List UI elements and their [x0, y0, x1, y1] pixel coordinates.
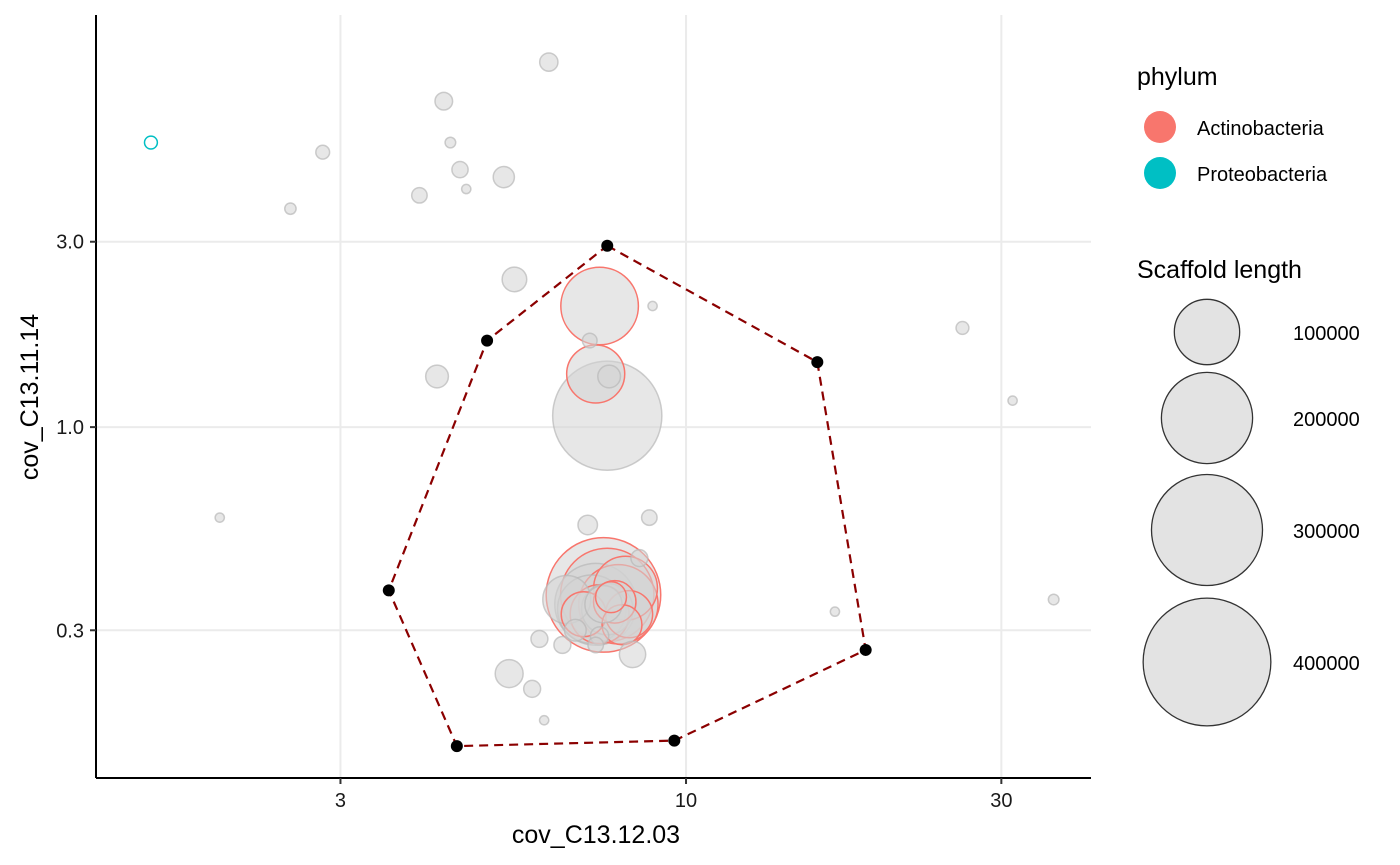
data-point	[594, 580, 628, 614]
data-point	[538, 714, 550, 726]
hull-vertex	[481, 334, 494, 347]
hull-vertex	[811, 356, 824, 369]
data-point	[460, 183, 472, 195]
legend-size-title: Scaffold length	[1137, 256, 1302, 284]
data-point	[522, 679, 542, 699]
data-point	[597, 364, 622, 389]
data-point	[501, 266, 528, 293]
data-point	[955, 320, 970, 336]
data-point	[283, 202, 297, 216]
data-point	[553, 635, 572, 655]
legend-size-key	[1150, 473, 1264, 587]
data-point	[618, 640, 647, 669]
legend-color-key	[1144, 111, 1176, 143]
data-point	[640, 509, 658, 527]
hull-vertex	[859, 643, 872, 656]
data-point	[581, 332, 598, 349]
data-point	[143, 135, 159, 150]
data-point	[410, 186, 428, 204]
axes: 3 10 30 0.3 1.0 3.0	[56, 15, 1091, 812]
data-point	[560, 266, 640, 346]
data-point	[587, 636, 605, 654]
x-tick-label: 30	[990, 790, 1012, 812]
data-point	[563, 618, 587, 642]
x-tick-label: 3	[335, 790, 346, 812]
hull-outline	[387, 244, 867, 748]
legend-color-label: Actinobacteria	[1197, 118, 1325, 140]
data-point	[647, 300, 658, 312]
data-point	[492, 165, 516, 189]
scatter-points	[143, 52, 1060, 726]
legend-color-label: Proteobacteria	[1197, 164, 1328, 186]
y-tick-label: 0.3	[56, 620, 84, 642]
hull-vertex	[668, 734, 681, 747]
data-point	[1047, 593, 1060, 606]
x-axis-title: cov_C13.12.03	[512, 821, 680, 849]
data-point	[577, 514, 599, 536]
data-point	[494, 658, 524, 689]
y-axis-title: cov_C13.11.14	[16, 314, 44, 480]
legend-color-key	[1144, 157, 1176, 189]
data-point	[1007, 395, 1018, 406]
legend: phylum Scaffold length Actinobacteria Pro…	[1137, 63, 1360, 727]
data-point	[214, 512, 226, 523]
data-point	[444, 136, 457, 149]
data-point	[630, 548, 649, 568]
data-point	[530, 629, 549, 649]
legend-color-title: phylum	[1137, 63, 1218, 91]
hull-polygon-group	[382, 239, 872, 753]
hull-vertex	[601, 239, 614, 252]
data-point	[424, 364, 450, 389]
data-point	[434, 91, 454, 111]
legend-size-key	[1142, 597, 1272, 727]
y-tick-label: 3.0	[56, 232, 84, 254]
legend-size-label: 200000	[1293, 409, 1360, 431]
data-point	[829, 606, 841, 618]
x-tick-label: 10	[675, 790, 697, 812]
data-point	[315, 144, 331, 160]
data-point	[451, 160, 469, 179]
hull-vertex	[450, 740, 463, 753]
data-point	[538, 52, 559, 72]
legend-size-key	[1160, 371, 1254, 465]
legend-size-label: 100000	[1293, 323, 1360, 345]
legend-size-key	[1173, 298, 1241, 366]
hull-vertex	[382, 584, 395, 597]
y-tick-label: 1.0	[56, 417, 84, 439]
legend-size-label: 400000	[1293, 653, 1360, 675]
legend-size-label: 300000	[1293, 521, 1360, 543]
